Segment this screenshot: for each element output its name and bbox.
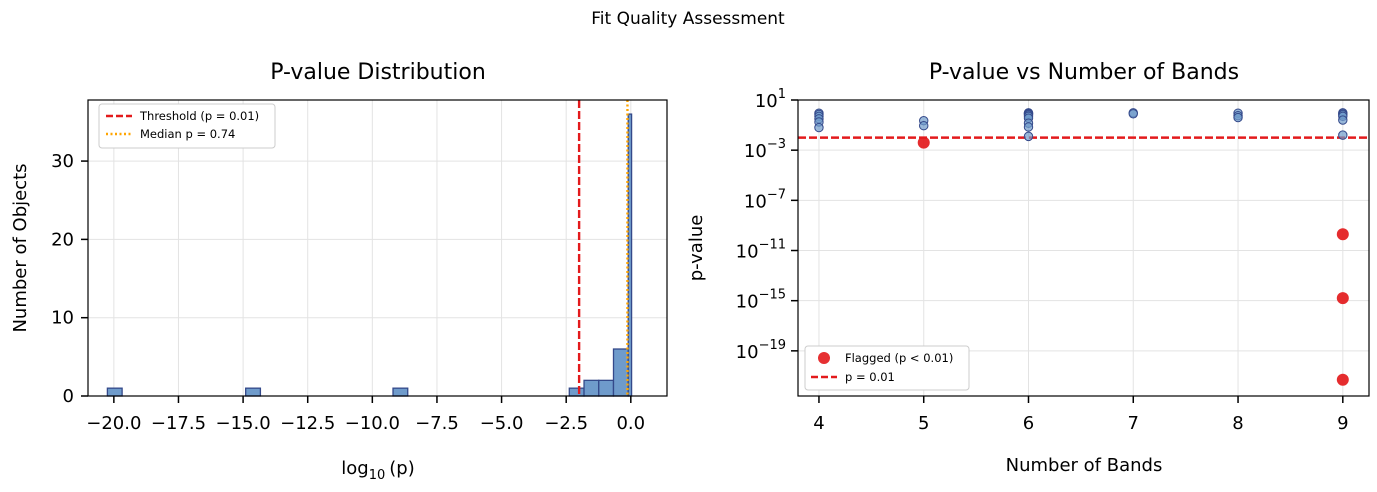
scatter-x-tick-label: 4 — [813, 413, 824, 434]
histogram-bar — [106, 387, 123, 397]
scatter-y-label: p-value — [686, 215, 707, 282]
scatter-axes-frame — [797, 99, 1370, 397]
scatter-point — [1233, 112, 1243, 123]
histogram-x-tick-label: −15.0 — [216, 413, 271, 434]
scatter-point — [814, 122, 824, 133]
legend-threshold-label: Threshold (p = 0.01) — [139, 109, 259, 123]
scatter-y-tick-label: 10−15 — [736, 288, 786, 313]
scatter-x-tick-label: 8 — [1232, 413, 1243, 434]
histogram-x-label: log10 (p) — [341, 458, 414, 483]
scatter-x-tick-label: 5 — [918, 413, 929, 434]
histogram-bar — [392, 387, 409, 397]
histogram-x-tick-label: −7.5 — [415, 413, 459, 434]
histogram-y-tick-label: 0 — [63, 386, 74, 407]
histogram-reference-lines — [577, 100, 629, 396]
legend-median-label: Median p = 0.74 — [140, 127, 235, 141]
scatter-legend: Flagged (p < 0.01) p = 0.01 — [804, 345, 970, 391]
histogram-x-label-sub: 10 — [369, 468, 386, 483]
histogram-title: P-value Distribution — [270, 60, 486, 85]
scatter-title: P-value vs Number of Bands — [929, 60, 1239, 85]
scatter-y-tick-label: 10−19 — [736, 338, 786, 363]
scatter-y-tick-label: 101 — [755, 87, 786, 112]
scatter-flagged-point — [1336, 292, 1349, 305]
histogram-bar — [245, 387, 262, 397]
histogram-panel: P-value Distribution −20.0 −17.5 −15.0 −12.… — [10, 60, 668, 483]
scatter-flagged-points — [917, 136, 1349, 386]
histogram-legend-box — [98, 103, 276, 149]
histogram-y-tick-label: 20 — [51, 229, 74, 250]
scatter-point — [919, 121, 929, 131]
scatter-panel: P-value vs Number of Bands 4 5 6 7 8 9 101 10−… — [686, 60, 1370, 476]
scatter-legend-box — [804, 345, 970, 391]
histogram-x-tick-label: 0.0 — [616, 413, 645, 434]
scatter-y-tick-label: 10−11 — [736, 238, 786, 263]
histogram-bar — [598, 379, 615, 397]
histogram-y-tick-label: 30 — [51, 151, 74, 172]
histogram-y-tick-label: 10 — [51, 308, 74, 329]
figure-suptitle: Fit Quality Assessment — [591, 9, 785, 29]
histogram-bar — [612, 348, 629, 397]
histogram-x-label-base: log — [341, 458, 368, 479]
histogram-x-tick-label: −10.0 — [345, 413, 400, 434]
scatter-y-tick-label: 10−7 — [744, 187, 786, 212]
scatter-x-ticks: 4 5 6 7 8 9 — [813, 396, 1349, 434]
legend-flagged-marker-sample — [818, 352, 830, 364]
scatter-point — [1338, 115, 1348, 125]
scatter-points — [814, 108, 1348, 142]
histogram-axes-frame — [87, 99, 668, 397]
histogram-bars — [106, 113, 633, 397]
histogram-bar — [568, 387, 585, 397]
histogram-bar — [627, 113, 633, 397]
histogram-y-label: Number of Objects — [10, 163, 31, 332]
histogram-x-tick-label: −5.0 — [480, 413, 524, 434]
histogram-y-ticks: 0 10 20 30 — [51, 151, 88, 407]
scatter-point — [1128, 109, 1138, 119]
scatter-point — [1338, 130, 1348, 140]
scatter-x-tick-label: 7 — [1128, 413, 1139, 434]
scatter-x-label: Number of Bands — [1006, 455, 1163, 476]
scatter-flagged-point — [1336, 228, 1349, 241]
legend-p001-label: p = 0.01 — [845, 370, 895, 384]
scatter-y-ticks: 101 10−3 10−7 10−11 10−15 10−19 — [736, 87, 798, 363]
scatter-x-tick-label: 9 — [1337, 413, 1348, 434]
scatter-y-tick-label: 10−3 — [744, 137, 786, 162]
histogram-x-tick-label: −17.5 — [151, 413, 206, 434]
histogram-x-label-arg: (p) — [389, 458, 414, 479]
histogram-x-tick-label: −20.0 — [86, 413, 141, 434]
scatter-x-tick-label: 6 — [1023, 413, 1034, 434]
histogram-x-tick-label: −12.5 — [280, 413, 335, 434]
scatter-flagged-point — [1336, 373, 1349, 386]
scatter-point — [1023, 122, 1034, 132]
histogram-x-tick-label: −2.5 — [544, 413, 588, 434]
histogram-x-ticks: −20.0 −17.5 −15.0 −12.5 −10.0 −7.5 −5.0 −2.5 0.0 — [86, 396, 645, 434]
scatter-point — [1023, 131, 1034, 142]
legend-flagged-label: Flagged (p < 0.01) — [845, 351, 953, 365]
scatter-flagged-point — [917, 136, 930, 149]
histogram-legend: Threshold (p = 0.01) Median p = 0.74 — [98, 103, 276, 149]
histogram-bar — [583, 379, 600, 397]
